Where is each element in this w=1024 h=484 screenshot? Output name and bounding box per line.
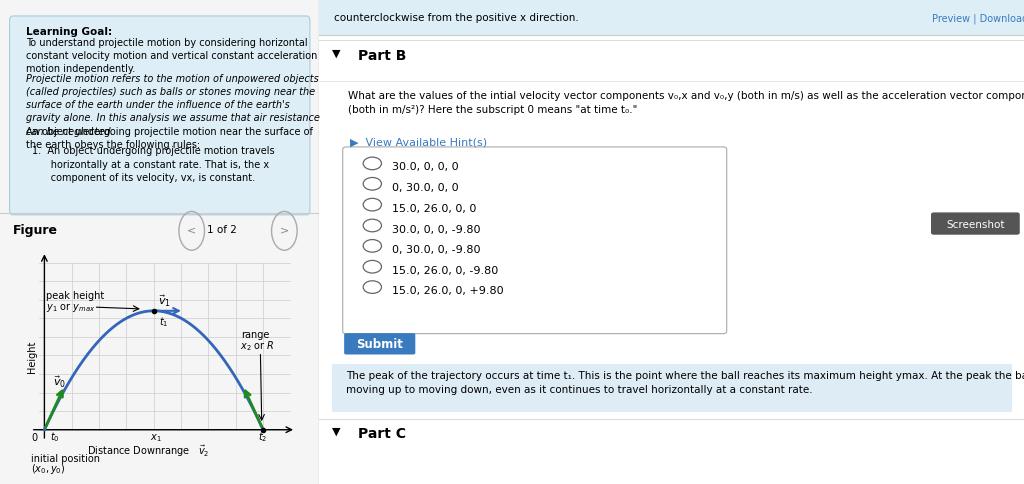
Bar bbox=[332, 364, 1012, 412]
Text: 1.  An object undergoing projectile motion travels
      horizontally at a const: 1. An object undergoing projectile motio… bbox=[32, 146, 274, 182]
Text: Screenshot: Screenshot bbox=[946, 219, 1005, 229]
Text: initial position: initial position bbox=[31, 454, 99, 463]
Text: Submit: Submit bbox=[356, 337, 402, 350]
Text: $y_1$ or $y_{max}$: $y_1$ or $y_{max}$ bbox=[46, 301, 95, 313]
FancyBboxPatch shape bbox=[343, 148, 727, 334]
FancyBboxPatch shape bbox=[931, 213, 1020, 235]
Text: 0: 0 bbox=[32, 432, 38, 442]
Text: $t_0$: $t_0$ bbox=[50, 429, 59, 443]
FancyBboxPatch shape bbox=[9, 17, 310, 215]
Text: $\vec{v}_0$: $\vec{v}_0$ bbox=[52, 374, 66, 389]
Text: counterclockwise from the positive x direction.: counterclockwise from the positive x dir… bbox=[334, 14, 579, 23]
Text: 1 of 2: 1 of 2 bbox=[207, 225, 237, 235]
Text: $t_1$: $t_1$ bbox=[159, 314, 169, 328]
Text: peak height: peak height bbox=[46, 290, 104, 300]
Text: ▼: ▼ bbox=[332, 426, 341, 436]
Text: 0, 30.0, 0, 0: 0, 30.0, 0, 0 bbox=[392, 182, 459, 193]
Text: 15.0, 26.0, 0, +9.80: 15.0, 26.0, 0, +9.80 bbox=[392, 286, 504, 296]
Text: Part C: Part C bbox=[358, 426, 407, 440]
Text: $(x_0, y_0)$: $(x_0, y_0)$ bbox=[31, 461, 66, 475]
Text: What are the values of the intial velocity vector components v₀,x and v₀,y (both: What are the values of the intial veloci… bbox=[348, 91, 1024, 115]
Text: ▼: ▼ bbox=[332, 48, 341, 59]
Text: >: > bbox=[280, 225, 289, 235]
Text: Distance Downrange   $\vec{v}_2$: Distance Downrange $\vec{v}_2$ bbox=[87, 442, 210, 458]
Text: $x_1$: $x_1$ bbox=[150, 431, 162, 443]
Text: $t_2$: $t_2$ bbox=[258, 429, 267, 443]
FancyBboxPatch shape bbox=[344, 333, 416, 355]
Text: An object undergoing projectile motion near the surface of
the earth obeys the f: An object undergoing projectile motion n… bbox=[26, 127, 312, 150]
Text: Learning Goal:: Learning Goal: bbox=[26, 27, 112, 37]
Text: ▶  View Available Hint(s): ▶ View Available Hint(s) bbox=[350, 137, 486, 147]
Text: <: < bbox=[187, 225, 197, 235]
Text: 15.0, 26.0, 0, -9.80: 15.0, 26.0, 0, -9.80 bbox=[392, 265, 499, 275]
Text: range: range bbox=[242, 329, 269, 339]
Text: 0, 30.0, 0, -9.80: 0, 30.0, 0, -9.80 bbox=[392, 244, 480, 255]
Text: $\vec{v}_1$: $\vec{v}_1$ bbox=[158, 293, 171, 308]
Text: $x_2$ or $R$: $x_2$ or $R$ bbox=[240, 338, 274, 352]
Text: 30.0, 0, 0, 0: 30.0, 0, 0, 0 bbox=[392, 162, 459, 172]
Text: Preview | Download: Preview | Download bbox=[933, 13, 1024, 24]
Text: 30.0, 0, 0, -9.80: 30.0, 0, 0, -9.80 bbox=[392, 224, 480, 234]
Text: 15.0, 26.0, 0, 0: 15.0, 26.0, 0, 0 bbox=[392, 203, 476, 213]
Text: Projectile motion refers to the motion of unpowered objects
(called projectiles): Projectile motion refers to the motion o… bbox=[26, 74, 319, 136]
Text: Height: Height bbox=[27, 339, 37, 372]
Text: To understand projectile motion by considering horizontal
constant velocity moti: To understand projectile motion by consi… bbox=[26, 38, 317, 74]
Bar bbox=[319, 0, 1024, 36]
Text: Part B: Part B bbox=[358, 48, 407, 62]
Text: The peak of the trajectory occurs at time t₁. This is the point where the ball r: The peak of the trajectory occurs at tim… bbox=[346, 370, 1024, 394]
Text: Figure: Figure bbox=[12, 224, 57, 237]
